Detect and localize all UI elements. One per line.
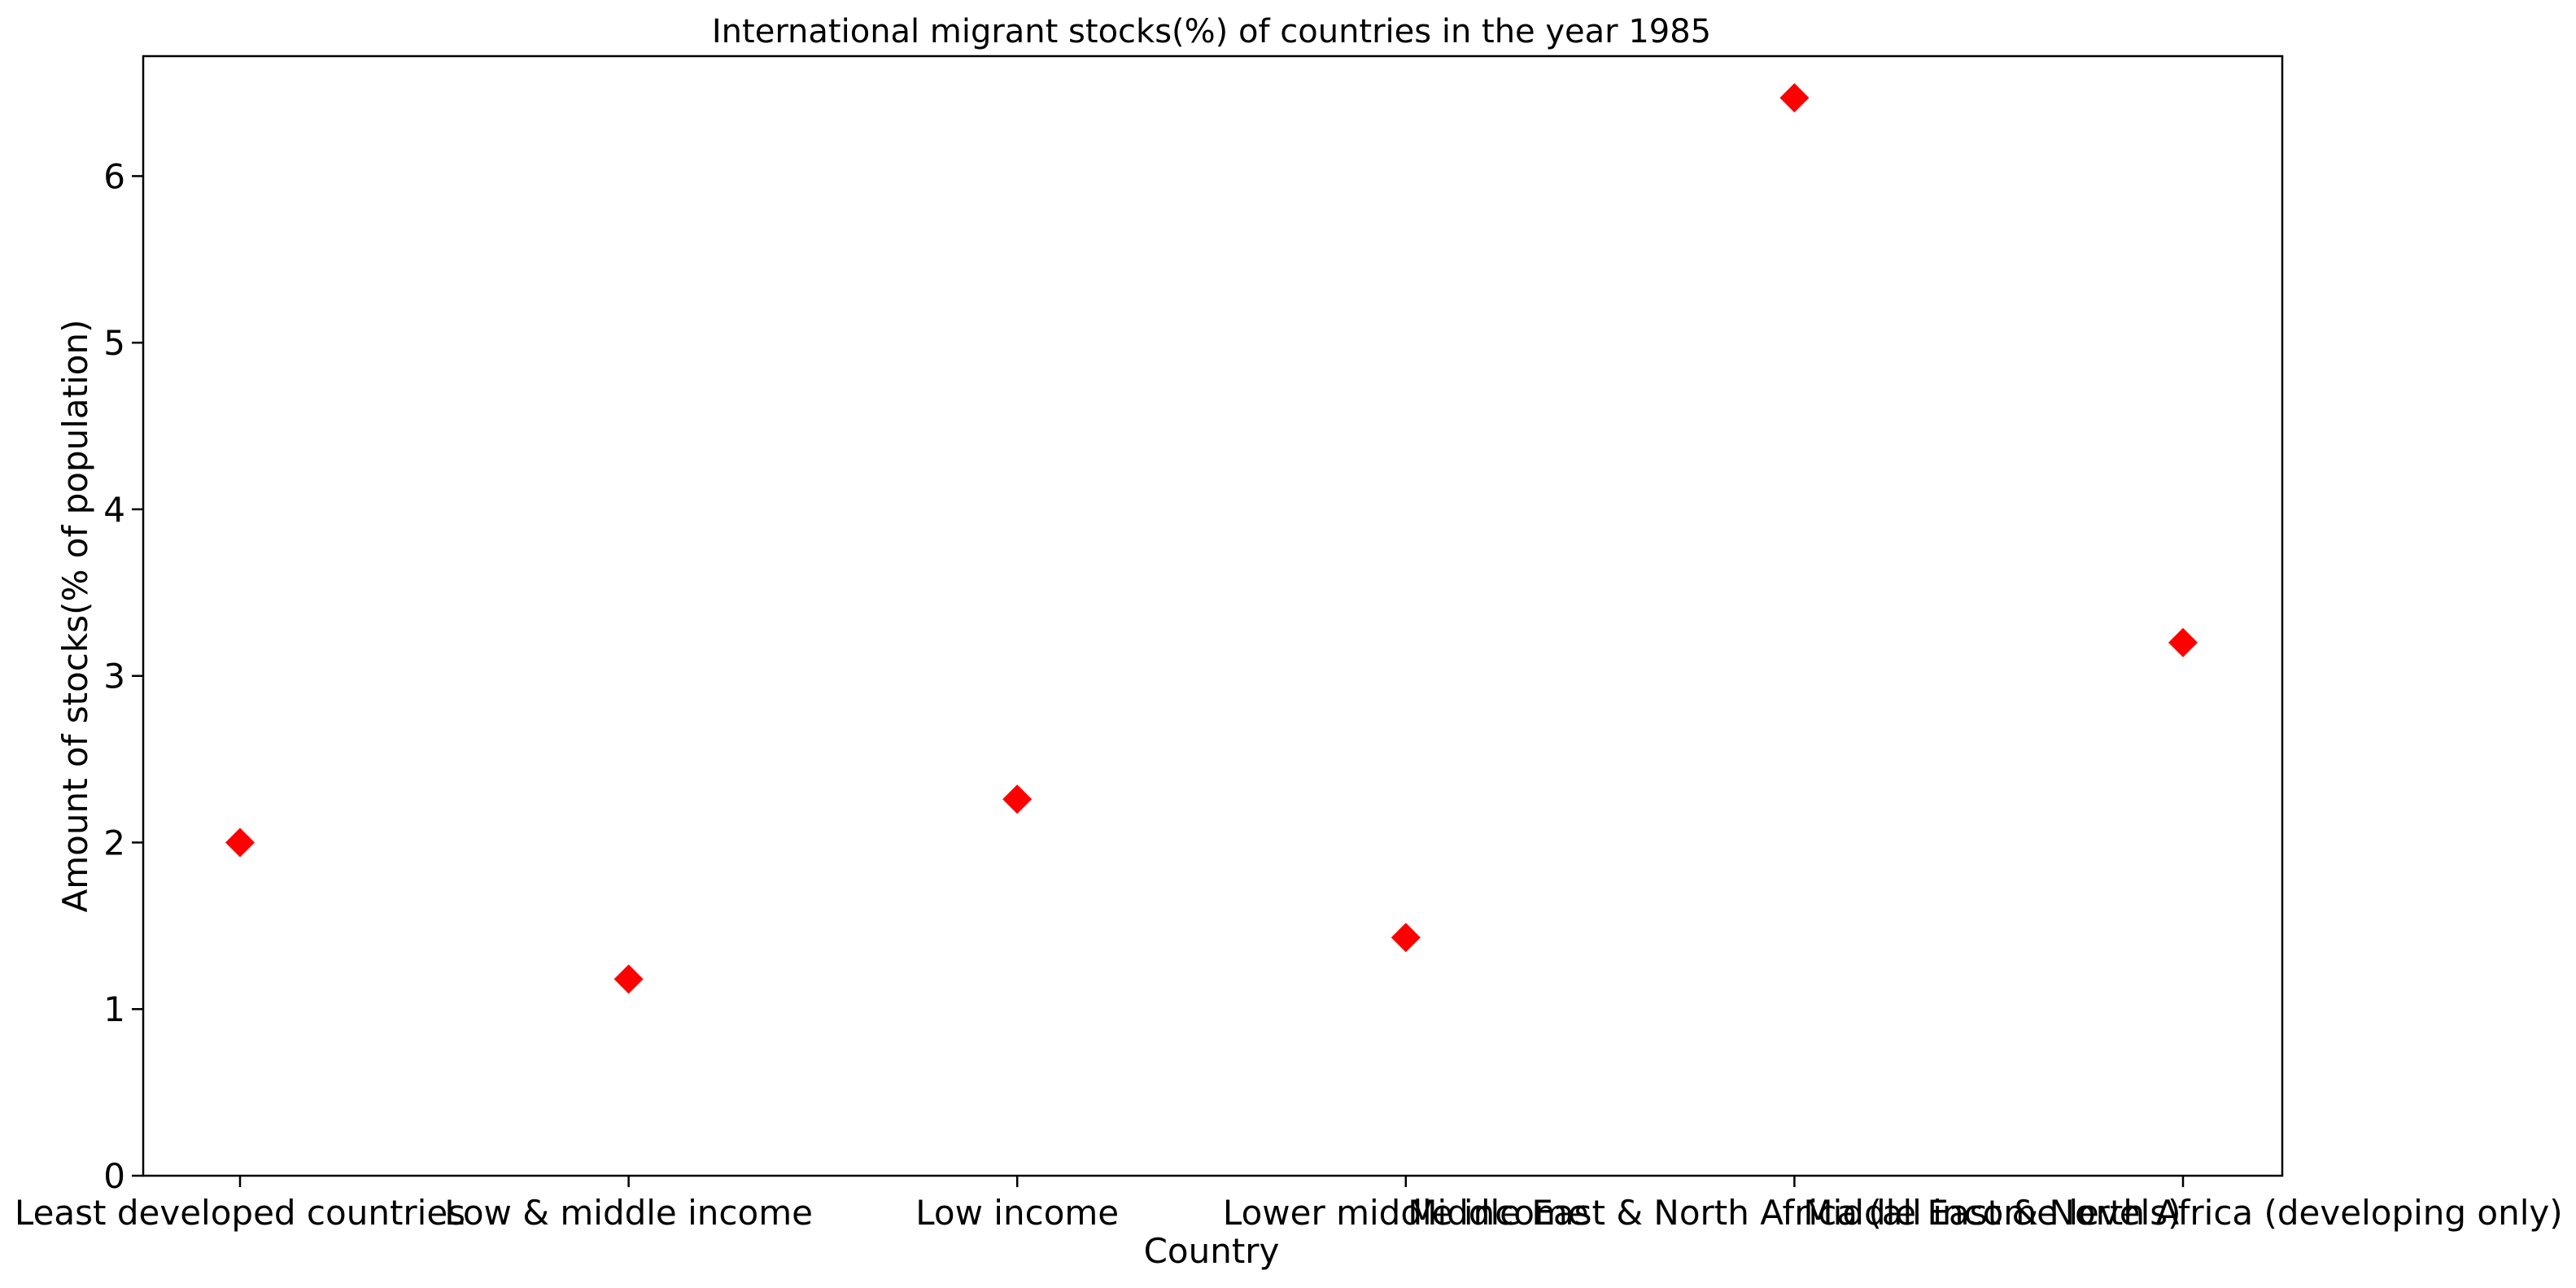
x-tick-label: Middle East & North Africa (developing o… [1803,1193,2562,1233]
data-point [1002,784,1033,814]
plot-area-frame [142,55,2284,1177]
x-tick-label: Low & middle income [444,1193,813,1233]
x-tick-label: Least developed countries [15,1193,465,1233]
data-point [225,827,255,858]
y-tick-label: 6 [103,156,125,196]
data-points [225,83,2198,994]
chart-title: International migrant stocks(%) of count… [712,13,1711,50]
y-tick-label: 2 [103,823,125,862]
data-point [1391,923,1421,953]
data-point [2168,627,2198,657]
y-tick-label: 1 [103,989,125,1029]
y-axis-label: Amount of stocks(% of population) [55,320,95,913]
y-axis: 0 1 2 3 4 5 6 [103,156,143,1196]
x-tick-label: Lower middle income [1223,1193,1589,1233]
data-point [1779,83,1810,113]
x-axis-label: Country [1144,1231,1280,1271]
data-point [613,964,644,994]
y-tick-label: 4 [103,490,125,530]
x-tick-label: Low income [915,1193,1119,1233]
y-tick-label: 5 [103,323,125,363]
x-tick-label: Middle East & North Africa (all income l… [1408,1193,2181,1233]
y-tick-label: 3 [103,657,125,696]
y-tick-label: 0 [103,1156,125,1196]
